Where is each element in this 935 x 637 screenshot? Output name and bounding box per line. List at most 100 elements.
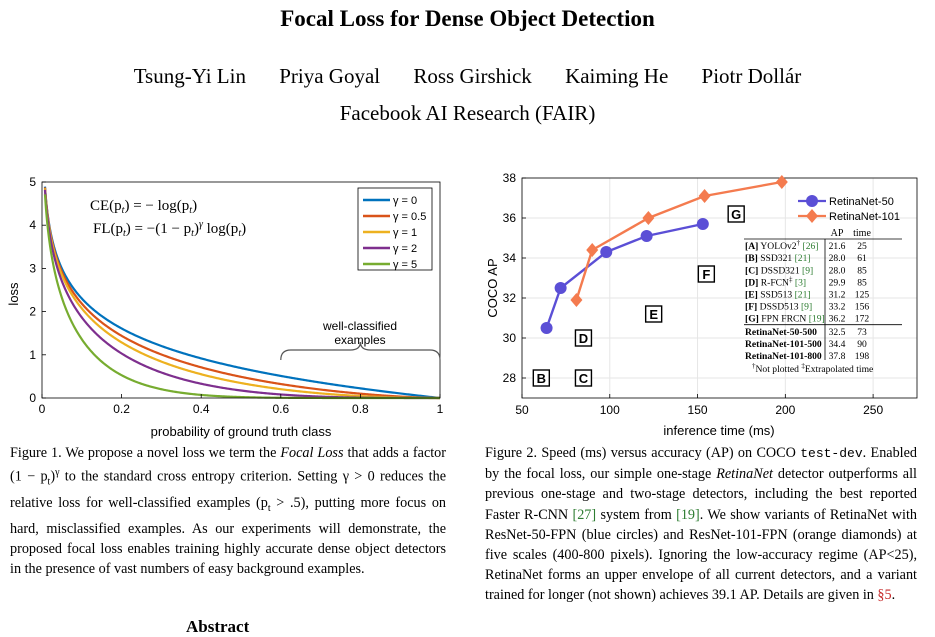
table-cell-time: 198: [855, 351, 870, 362]
x-tick-label: 0.8: [352, 402, 369, 416]
detector-box-marker: [727, 205, 745, 223]
figure1-caption: Figure 1. We propose a novel loss we ter…: [10, 443, 446, 580]
citation-link[interactable]: [19]: [676, 506, 700, 523]
table-row-key: [A]: [745, 241, 758, 252]
legend-label: γ = 0: [393, 195, 417, 207]
data-point-circle: [554, 282, 567, 294]
caption-text: Figure 1. We propose a novel loss we ter…: [10, 445, 281, 461]
annotation-line: well-classified: [322, 319, 397, 333]
table-row-name: DSSD321: [758, 265, 800, 276]
author: Kaiming He: [565, 64, 669, 88]
y-axis-label: COCO AP: [485, 258, 500, 317]
formula-text: ): [194, 221, 199, 237]
y-tick-label: 1: [29, 348, 36, 362]
caption-text: detector outperforms all previous one-st…: [485, 466, 917, 523]
data-point-diamond: [570, 293, 583, 307]
detector-box-label: F: [702, 267, 710, 282]
citation-link[interactable]: [27]: [572, 506, 597, 523]
table-row-name: SSD513: [758, 290, 793, 301]
caption-text: to the standard cross entropy criterion.…: [10, 468, 446, 511]
formula-text: CE(p: [90, 198, 122, 214]
formula-text: ) = −(1 − p: [126, 221, 191, 237]
data-point-circle: [696, 218, 709, 230]
x-tick-label: 100: [600, 403, 620, 417]
table-row-ref: [26]: [800, 241, 818, 252]
table-row-mark: †: [797, 239, 801, 247]
caption-text: that adds a factor (1 − p: [10, 445, 447, 485]
author: Priya Goyal: [279, 64, 381, 88]
formula-sub: t: [122, 205, 125, 216]
table-row-key: [D]: [745, 277, 758, 288]
formula-text: ): [241, 221, 246, 237]
table-row-name: SSD321: [758, 253, 793, 264]
table-cell-ap: 21.6: [829, 241, 846, 252]
y-tick-label: 4: [29, 218, 36, 232]
y-tick-label: 30: [503, 331, 517, 345]
caption-sub: t: [267, 502, 271, 514]
legend-marker: [806, 195, 818, 207]
formula-text: FL(p: [93, 221, 123, 237]
table-cell-ap: 28.0: [829, 265, 846, 276]
detector-box-label: G: [731, 207, 741, 222]
table-cell-ap: 29.9: [829, 277, 846, 288]
footnote-text: Not plotted: [756, 364, 802, 375]
legend-box: [357, 187, 433, 271]
data-point-diamond: [642, 211, 655, 225]
caption-text: . Enabled by the focal loss, our simple …: [485, 445, 918, 483]
plot-area-border: [41, 181, 441, 399]
y-tick-label: 5: [29, 175, 36, 189]
table-cell-time: 61: [857, 253, 867, 264]
table-row-name: R-FCN: [758, 277, 789, 288]
table-row-label: [F] DSSD513 [9]: [745, 302, 812, 313]
x-tick-label: 0: [39, 402, 46, 416]
footnote-mark: ‡: [801, 362, 805, 370]
formula-sub: t: [189, 205, 192, 216]
formula-sub: t: [191, 228, 194, 239]
caption-code: test-dev: [800, 446, 863, 461]
y-tick-label: 0: [29, 391, 36, 405]
formula-sub: t: [238, 228, 241, 239]
data-point-diamond: [698, 189, 711, 203]
caption-emphasis: Focal Loss: [280, 445, 344, 461]
table-cell-ap: 32.5: [829, 327, 846, 338]
detector-box-marker: [574, 369, 593, 387]
caption-text: Figure 2. Speed (ms) versus accuracy (AP…: [485, 445, 801, 461]
table-header: AP: [831, 228, 844, 239]
speed-accuracy-chart: 50 100 150 200 250 28 30 32 34 36 38 B C D E F G infere…: [485, 171, 918, 438]
section-link[interactable]: §5: [877, 587, 892, 604]
x-tick-label: 0.6: [272, 402, 289, 416]
table-row-label: [G] FPN FRCN [19]: [745, 314, 825, 325]
author: Tsung-Yi Lin: [133, 64, 246, 88]
table-row-label: [D] R-FCN‡ [3]: [745, 275, 806, 288]
table-cell-ap: 34.4: [829, 339, 846, 350]
table-row-key: [C]: [745, 265, 758, 276]
table-row-ref: [21]: [792, 253, 810, 264]
data-point-circle: [540, 322, 553, 334]
results-table: AP time[A] YOLOv2† [26] 21.6 25[B] SSD321 […: [744, 228, 902, 375]
detector-box-marker: [644, 305, 663, 323]
y-tick-label: 28: [503, 371, 517, 385]
table-row-name: FPN FRCN: [759, 314, 807, 325]
detector-box-label: E: [649, 307, 658, 322]
table-cell-time: 73: [857, 327, 867, 338]
series-line: [545, 222, 704, 329]
table-cell-time: 25: [857, 241, 867, 252]
table-cell-time: 85: [857, 277, 867, 288]
table-row-label: [E] SSD513 [21]: [745, 290, 811, 301]
x-tick-label: 50: [515, 403, 529, 417]
legend-label: RetinaNet-50: [829, 196, 894, 208]
loss-curve: [43, 186, 441, 400]
table-cell-time: 156: [855, 302, 870, 313]
x-tick-label: 150: [688, 403, 708, 417]
table-row-label: [A] YOLOv2† [26]: [745, 239, 819, 252]
table-footnote: †Not plotted ‡Extrapolated time: [752, 362, 873, 375]
table-row-key: [B]: [745, 253, 758, 264]
table-row-mark: ‡: [789, 275, 793, 283]
y-tick-label: 3: [29, 261, 36, 275]
author: Piotr Dollár: [701, 64, 802, 88]
x-tick-label: 200: [775, 403, 795, 417]
table-row-ref: [3]: [792, 277, 806, 288]
table-row-name: YOLOv2: [758, 241, 796, 252]
caption-text: .: [891, 587, 896, 604]
data-point-circle: [600, 246, 613, 258]
